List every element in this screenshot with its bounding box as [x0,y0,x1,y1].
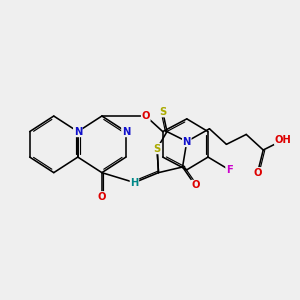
Text: O: O [142,111,150,121]
Text: N: N [122,127,130,136]
Text: N: N [183,136,191,146]
Text: S: S [159,107,166,117]
Text: OH: OH [275,135,291,145]
Text: S: S [154,144,161,154]
Text: N: N [74,127,82,136]
Text: O: O [191,180,200,190]
Text: O: O [98,192,106,202]
Text: O: O [253,168,262,178]
Text: F: F [226,165,232,175]
Text: H: H [130,178,139,188]
